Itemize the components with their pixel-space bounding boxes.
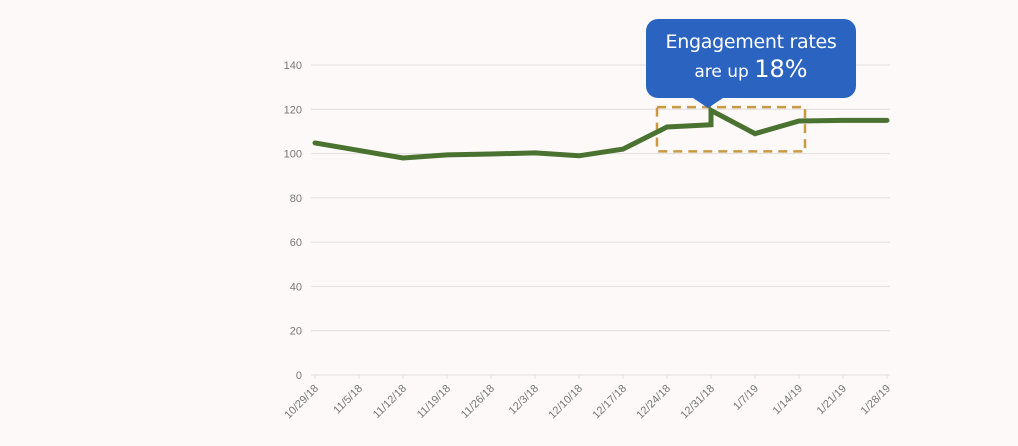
x-tick-label: 12/3/18 <box>507 383 541 417</box>
y-tick-label: 0 <box>296 370 302 382</box>
annotation-prefix: are up <box>694 62 755 82</box>
y-tick-label: 40 <box>290 281 302 293</box>
x-tick-label: 12/31/18 <box>678 383 717 422</box>
y-tick-label: 120 <box>284 104 302 116</box>
y-tick-label: 20 <box>290 326 302 338</box>
annotation-line2: are up 18% <box>646 55 856 83</box>
x-tick-label: 1/21/19 <box>815 383 849 417</box>
annotation-value: 18% <box>754 55 808 83</box>
x-tick-label: 11/26/18 <box>459 383 497 421</box>
callout-pointer <box>690 96 726 108</box>
x-tick-label: 1/28/19 <box>859 383 893 417</box>
x-tick-label: 1/7/19 <box>731 383 761 413</box>
x-tick-label: 11/12/18 <box>371 383 409 421</box>
annotation-line1: Engagement rates <box>665 31 837 53</box>
y-tick-label: 100 <box>284 149 302 161</box>
x-tick-label: 10/29/18 <box>282 383 321 422</box>
x-tick-label: 11/19/18 <box>415 383 453 421</box>
x-tick-label: 12/17/18 <box>590 383 629 422</box>
y-tick-label: 140 <box>284 60 302 72</box>
x-tick-label: 1/14/19 <box>771 383 805 417</box>
x-tick-label: 11/5/18 <box>331 383 365 417</box>
x-tick-label: 12/24/18 <box>634 383 673 422</box>
y-tick-label: 60 <box>290 237 302 249</box>
x-tick-label: 12/10/18 <box>546 383 585 422</box>
highlight-box <box>655 105 807 153</box>
y-tick-label: 80 <box>290 193 302 205</box>
annotation-callout: Engagement rates are up 18% <box>646 19 856 98</box>
